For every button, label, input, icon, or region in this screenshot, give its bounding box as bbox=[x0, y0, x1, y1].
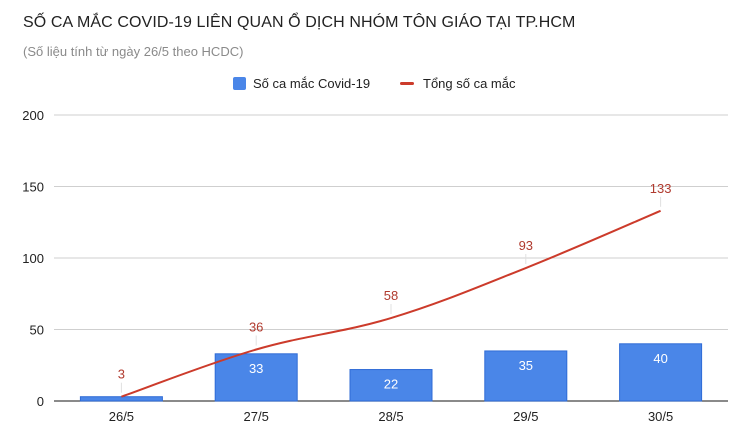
line-data-label: 3 bbox=[118, 367, 125, 382]
y-tick-label: 100 bbox=[22, 251, 44, 266]
y-tick-label: 200 bbox=[22, 108, 44, 123]
line-data-label: 58 bbox=[384, 288, 398, 303]
x-tick-label: 30/5 bbox=[648, 409, 673, 424]
bar-data-label: 33 bbox=[249, 361, 263, 376]
legend-label-line: Tổng số ca mắc bbox=[423, 76, 516, 91]
y-tick-label: 50 bbox=[30, 323, 44, 338]
bar-data-label: 35 bbox=[519, 358, 533, 373]
bar-data-label: 22 bbox=[384, 377, 398, 392]
line-data-label: 93 bbox=[519, 238, 533, 253]
legend-item-line[interactable]: Tổng số ca mắc bbox=[400, 76, 516, 91]
bar bbox=[214, 353, 298, 402]
bar bbox=[484, 350, 568, 402]
y-tick-label: 0 bbox=[37, 394, 44, 409]
chart-subtitle: (Số liệu tính từ ngày 26/5 theo HCDC) bbox=[23, 44, 244, 59]
legend-item-bars[interactable]: Số ca mắc Covid-19 bbox=[233, 76, 370, 91]
x-tick-label: 27/5 bbox=[244, 409, 269, 424]
legend-bar-swatch bbox=[233, 77, 246, 90]
legend: Số ca mắc Covid-19 Tổng số ca mắc bbox=[0, 76, 750, 96]
x-tick-label: 29/5 bbox=[513, 409, 538, 424]
y-tick-label: 150 bbox=[22, 180, 44, 195]
line-data-label: 133 bbox=[650, 181, 672, 196]
bar-data-label: 40 bbox=[653, 351, 667, 366]
line-series-total bbox=[121, 209, 661, 398]
bar bbox=[619, 343, 703, 402]
bar bbox=[79, 396, 163, 402]
bar bbox=[349, 369, 433, 402]
x-tick-label: 28/5 bbox=[378, 409, 403, 424]
line-data-label: 36 bbox=[249, 320, 263, 335]
legend-line-swatch bbox=[400, 82, 414, 85]
x-tick-label: 26/5 bbox=[109, 409, 134, 424]
legend-label-bars: Số ca mắc Covid-19 bbox=[253, 76, 371, 91]
chart-title: SỐ CA MẮC COVID-19 LIÊN QUAN Ổ DỊCH NHÓM… bbox=[23, 14, 576, 31]
